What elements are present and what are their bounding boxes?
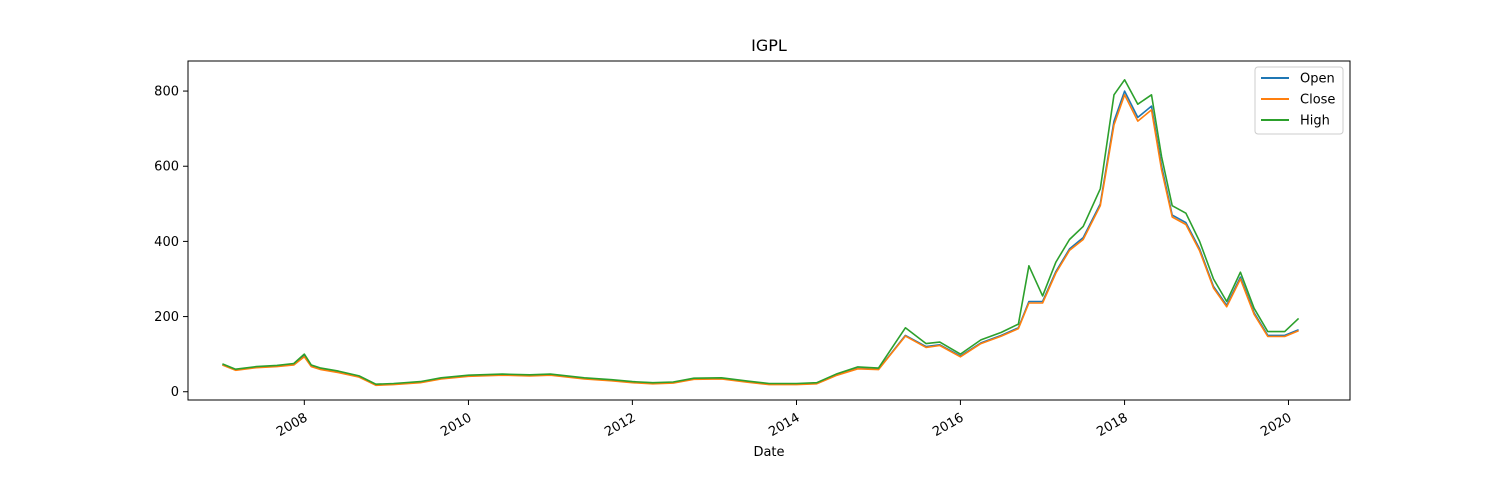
- chart-title: IGPL: [751, 36, 787, 55]
- series-line-high: [222, 79, 1300, 386]
- y-tick-label: 800: [154, 85, 179, 100]
- legend-label-high: High: [1300, 114, 1330, 129]
- plot-area-frame: [187, 60, 1351, 401]
- series-line-close: [222, 94, 1299, 387]
- legend-label-open: Open: [1300, 72, 1335, 87]
- y-tick-label: 200: [154, 310, 179, 325]
- x-axis-label: Date: [753, 445, 784, 460]
- y-axis: 0 200 400 600 800: [154, 85, 188, 400]
- legend: Open Close High: [1254, 66, 1344, 135]
- y-tick-label: 400: [154, 235, 179, 250]
- y-tick-label: 0: [171, 385, 179, 400]
- series-layer: [222, 79, 1300, 387]
- legend-box: [1254, 66, 1344, 135]
- y-tick-label: 600: [154, 160, 179, 175]
- legend-label-close: Close: [1300, 93, 1335, 108]
